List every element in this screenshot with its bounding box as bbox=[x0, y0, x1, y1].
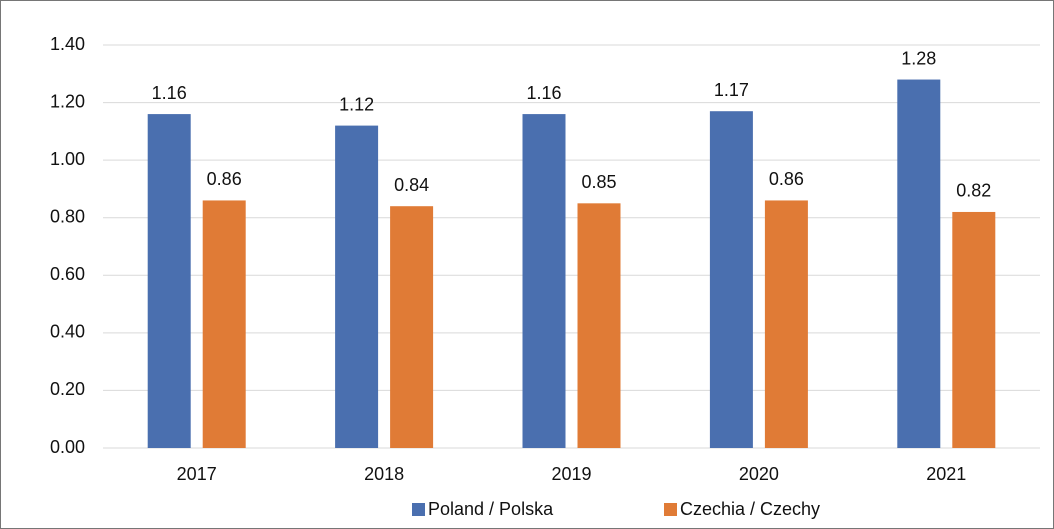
data-label: 0.85 bbox=[581, 172, 616, 192]
legend-label: Poland / Polska bbox=[428, 499, 554, 519]
legend-swatch bbox=[664, 503, 677, 516]
bar bbox=[390, 206, 434, 448]
bar bbox=[952, 211, 996, 448]
bar bbox=[335, 125, 379, 448]
legend-label: Czechia / Czechy bbox=[680, 499, 820, 519]
bar bbox=[709, 111, 753, 448]
bar bbox=[147, 114, 191, 448]
y-tick-label: 1.40 bbox=[50, 34, 85, 54]
y-tick-label: 0.40 bbox=[50, 322, 85, 342]
data-label: 1.28 bbox=[901, 48, 936, 68]
x-tick-label: 2021 bbox=[926, 464, 966, 484]
legend-swatch bbox=[412, 503, 425, 516]
x-tick-label: 2018 bbox=[364, 464, 404, 484]
data-label: 0.84 bbox=[394, 175, 429, 195]
y-tick-label: 0.20 bbox=[50, 379, 85, 399]
x-tick-label: 2020 bbox=[739, 464, 779, 484]
x-tick-label: 2017 bbox=[177, 464, 217, 484]
data-label: 1.16 bbox=[152, 83, 187, 103]
bar bbox=[764, 200, 808, 448]
data-label: 1.12 bbox=[339, 94, 374, 114]
y-tick-label: 0.60 bbox=[50, 264, 85, 284]
bar bbox=[202, 200, 246, 448]
bar bbox=[897, 79, 941, 449]
bar bbox=[522, 114, 566, 448]
y-tick-label: 0.80 bbox=[50, 206, 85, 226]
bar bbox=[577, 203, 621, 448]
y-tick-label: 0.00 bbox=[50, 437, 85, 457]
y-tick-label: 1.00 bbox=[50, 149, 85, 169]
data-label: 1.16 bbox=[526, 83, 561, 103]
data-label: 0.86 bbox=[769, 169, 804, 189]
x-tick-label: 2019 bbox=[551, 464, 591, 484]
y-tick-label: 1.20 bbox=[50, 91, 85, 111]
data-label: 0.82 bbox=[956, 181, 991, 201]
data-label: 0.86 bbox=[207, 169, 242, 189]
data-label: 1.17 bbox=[714, 80, 749, 100]
